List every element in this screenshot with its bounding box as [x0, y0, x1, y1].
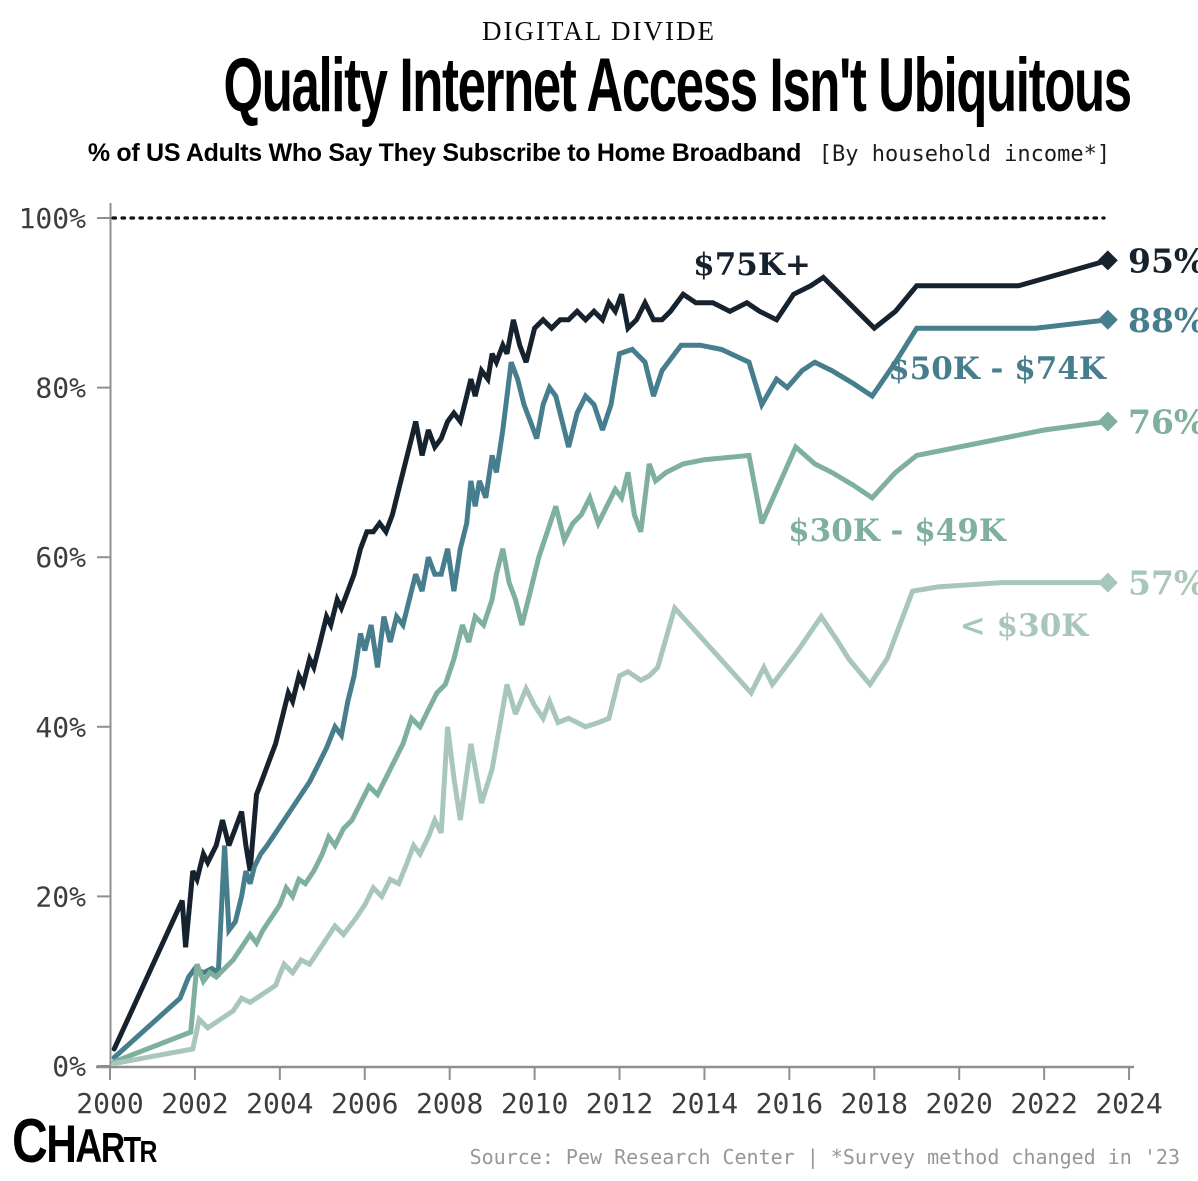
series-end-value-3: 57% — [1128, 564, 1198, 603]
chart-subtitle: % of US Adults Who Say They Subscribe to… — [0, 139, 1198, 168]
y-tick-label: 20% — [35, 880, 86, 913]
y-tick-label: 60% — [35, 541, 86, 574]
series-name-label-2: $30K - $49K — [788, 513, 1007, 549]
source-note: Source: Pew Research Center | *Survey me… — [469, 1145, 1180, 1169]
y-tick-label: 0% — [52, 1050, 86, 1083]
x-tick-label: 2006 — [331, 1087, 398, 1120]
y-tick-label: 40% — [35, 711, 86, 744]
series-end-marker-0 — [1097, 250, 1118, 271]
x-tick-label: 2000 — [76, 1087, 143, 1120]
x-tick-label: 2012 — [586, 1087, 653, 1120]
series-end-marker-3 — [1097, 572, 1118, 593]
y-tick-label: 100% — [19, 202, 87, 235]
series-line-0 — [111, 257, 1111, 1052]
chartr-logo: CHARTR — [12, 1111, 157, 1174]
x-tick-label: 2020 — [925, 1087, 992, 1120]
x-tick-label: 2004 — [246, 1087, 313, 1120]
logo-letter: C — [12, 1107, 48, 1176]
series-end-value-2: 76% — [1128, 403, 1198, 442]
series-line-3 — [111, 580, 1111, 1066]
page-title-wrap: Quality Internet Access Isn't Ubiquitous — [0, 48, 1198, 124]
series-name-label-0: $75K+ — [693, 247, 811, 283]
x-tick-label: 2002 — [161, 1087, 228, 1120]
x-tick-label: 2022 — [1010, 1087, 1077, 1120]
series-end-value-0: 95% — [1128, 241, 1198, 280]
subtitle-note: [By household income*] — [818, 142, 1111, 167]
logo-letter: H — [46, 1115, 77, 1174]
series-name-label-3: < $30K — [960, 608, 1089, 644]
series-line-2 — [111, 419, 1111, 1065]
series-end-marker-2 — [1097, 411, 1118, 432]
x-tick-label: 2016 — [756, 1087, 823, 1120]
page-title: Quality Internet Access Isn't Ubiquitous — [223, 43, 1132, 128]
x-tick-label: 2018 — [841, 1087, 908, 1120]
series-end-value-1: 88% — [1128, 301, 1198, 340]
series-line-1 — [111, 317, 1111, 1060]
logo-letter: T — [123, 1129, 141, 1170]
logo-letter: A — [75, 1119, 102, 1172]
x-tick-label: 2010 — [501, 1087, 568, 1120]
series-name-label-1: $50K - $74K — [888, 351, 1107, 387]
y-tick-label: 80% — [35, 372, 86, 405]
kicker: DIGITAL DIVIDE — [481, 16, 717, 46]
logo-letter: R — [100, 1124, 125, 1171]
x-tick-label: 2024 — [1095, 1087, 1162, 1120]
logo-letter: R — [139, 1134, 157, 1169]
x-tick-label: 2014 — [671, 1087, 738, 1120]
series-end-marker-1 — [1097, 309, 1118, 330]
subtitle-main: % of US Adults Who Say They Subscribe to… — [87, 139, 802, 167]
x-tick-label: 2008 — [416, 1087, 483, 1120]
